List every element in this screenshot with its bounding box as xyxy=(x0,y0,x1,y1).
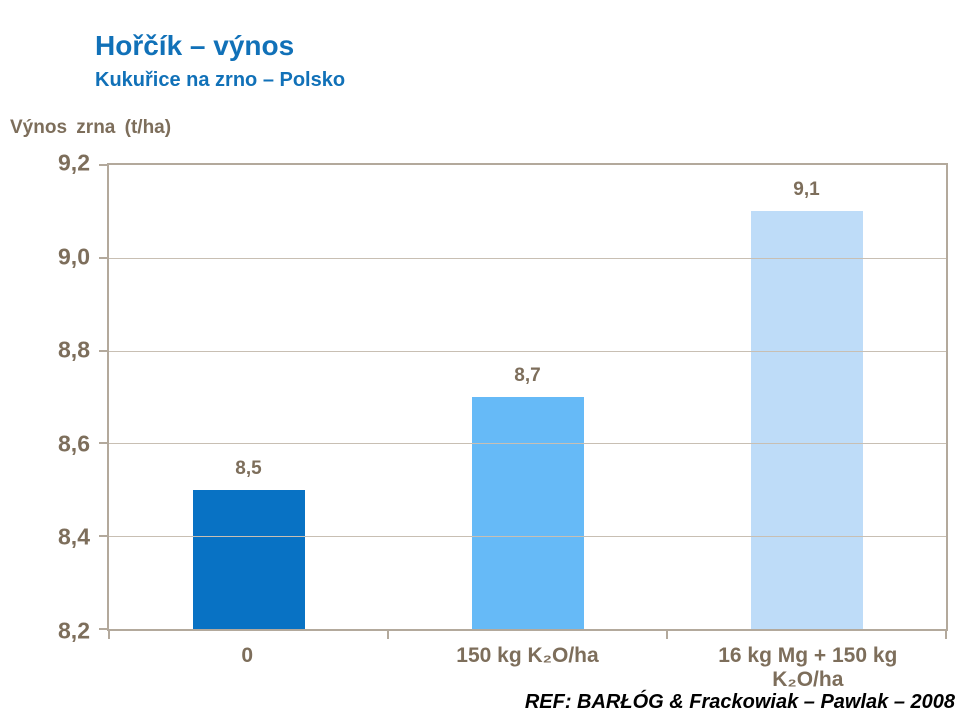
gridline xyxy=(109,350,946,352)
y-tick-label: 9,2 xyxy=(58,149,90,176)
x-category-label-text: 16 kg Mg + 150 kg K₂O/ha xyxy=(718,644,898,692)
bar xyxy=(471,397,584,629)
y-tick-label: 9,0 xyxy=(58,243,90,270)
y-tick-mark xyxy=(99,442,107,445)
y-tick-label: 8,8 xyxy=(58,336,90,363)
x-tick-mark xyxy=(665,631,668,639)
bar-cell: 8,7 xyxy=(388,165,667,629)
y-tick-label: 8,6 xyxy=(58,430,90,457)
reference-text: REF: BARŁÓG & Frackowiak – Pawlak – 2008 xyxy=(524,691,955,713)
x-tick-mark xyxy=(945,631,947,639)
x-tick-mark xyxy=(386,631,389,639)
gridline xyxy=(109,536,946,538)
bar-value-label: 9,1 xyxy=(793,179,820,201)
y-tick-mark xyxy=(99,535,107,538)
y-tick-label: 8,4 xyxy=(58,523,90,550)
bar-cell: 8,5 xyxy=(109,165,388,629)
bar xyxy=(750,211,863,629)
x-category-label: 0 xyxy=(107,644,387,692)
chart-subtitle: Kukuřice na zrno – Polsko xyxy=(95,69,346,91)
y-tick-mark xyxy=(99,349,107,352)
chart-title: Hořčík – výnos xyxy=(95,30,295,61)
y-tick-mark xyxy=(99,628,107,630)
bar-value-label: 8,5 xyxy=(235,457,262,479)
x-axis-category-labels: 0 150 kg K₂O/ha 16 kg Mg + 150 kg K₂O/ha xyxy=(107,644,948,692)
y-tick-mark xyxy=(99,164,107,166)
bars: 8,5 8,7 9,1 xyxy=(109,165,946,629)
x-category-label-text: 150 kg K₂O/ha xyxy=(456,644,599,667)
bar-value-label: 8,7 xyxy=(514,365,541,386)
x-category-label-text: 0 xyxy=(241,644,253,667)
x-category-label: 16 kg Mg + 150 kg K₂O/ha xyxy=(668,644,948,692)
plot-area: 8,5 8,7 9,1 xyxy=(99,163,948,639)
bar xyxy=(192,489,305,629)
x-category-label: 150 kg K₂O/ha xyxy=(387,644,667,692)
y-tick-label: 8,2 xyxy=(58,617,90,644)
y-axis-tick-labels: 9,2 9,0 8,8 8,6 8,4 8,2 xyxy=(0,150,90,644)
gridline xyxy=(109,257,946,259)
bar-cell: 9,1 xyxy=(667,165,946,629)
gridline xyxy=(109,443,946,445)
y-axis-title: Výnos zrna (t/ha) xyxy=(10,117,172,138)
x-tick-mark xyxy=(108,631,110,639)
y-tick-mark xyxy=(99,256,107,259)
